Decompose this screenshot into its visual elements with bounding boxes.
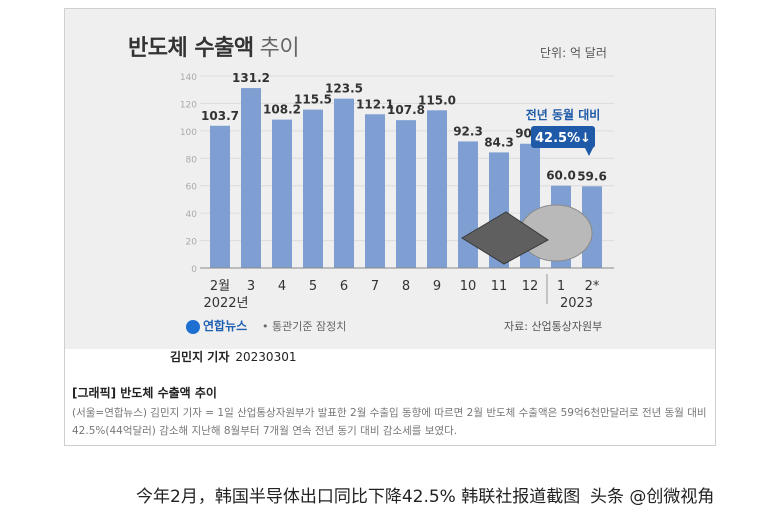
- data-label: 112.1: [356, 97, 394, 111]
- data-label: 115.0: [418, 93, 456, 107]
- reporter-date: 20230301: [235, 350, 297, 364]
- data-label: 84.3: [484, 135, 514, 149]
- data-label: 60.0: [546, 169, 576, 183]
- caption-body: (서울=연합뉴스) 김민지 기자 = 1일 산업통상자원부가 발표한 2월 수출…: [72, 407, 707, 437]
- y-tick-label: 80: [186, 155, 198, 165]
- x-tick-label: 3: [247, 279, 255, 294]
- data-label: 108.2: [263, 103, 301, 117]
- year-label-2022: 2022년: [203, 296, 248, 311]
- year-label-2023: 2023: [560, 296, 593, 311]
- y-tick-label: 100: [180, 128, 197, 138]
- x-tick-label: 5: [309, 279, 317, 294]
- y-tick-label: 20: [186, 238, 198, 248]
- bar-chart: 020406080100120140103.72월131.23108.24115…: [180, 71, 614, 311]
- bar: [365, 114, 385, 269]
- footer-caption: 今年2月，韩国半导体出口同比下降42.5% 韩联社报道截图: [136, 487, 581, 507]
- data-label: 123.5: [325, 82, 363, 96]
- y-tick-label: 120: [180, 100, 197, 110]
- annotation-value: 42.5%↓: [535, 131, 591, 146]
- chart-title: 반도체 수출액 추이: [128, 36, 300, 61]
- x-tick-label: 2*: [585, 279, 600, 294]
- data-label: 107.8: [387, 103, 425, 117]
- y-tick-label: 0: [191, 265, 197, 275]
- annotation-pointer: [585, 148, 593, 156]
- bar: [272, 119, 292, 269]
- annotation-box: [531, 126, 595, 148]
- bar: [427, 110, 447, 269]
- bar: [334, 98, 354, 268]
- reporter-line: 김민지 기자 20230301: [170, 348, 296, 365]
- caption-heading: [그래픽] 반도체 수출액 추이: [72, 386, 217, 400]
- data-label: 131.2: [232, 71, 270, 85]
- x-tick-label: 2월: [210, 279, 230, 294]
- data-label: 92.3: [453, 124, 483, 138]
- unit-label: 단위: 억 달러: [540, 46, 607, 60]
- chart-area: [65, 9, 715, 349]
- yonhap-logo: 연합뉴스: [186, 317, 247, 334]
- x-tick-label: 9: [433, 279, 441, 294]
- bar: [396, 120, 416, 268]
- watermark: 头条 @创微视角: [590, 487, 715, 507]
- x-tick-label: 8: [402, 279, 410, 294]
- y-tick-label: 60: [186, 183, 198, 193]
- source-note: 자료: 산업통상자원부: [504, 320, 603, 333]
- basis-note: • 통관기준 잠정치: [262, 320, 347, 333]
- wafer-illustration: [461, 204, 593, 265]
- x-tick-label: 4: [278, 279, 286, 294]
- bar: [210, 125, 230, 268]
- x-tick-label: 12: [522, 279, 539, 294]
- data-label: 115.5: [294, 93, 332, 107]
- infographic-card: [64, 8, 716, 446]
- chart-title-suffix: 추이: [259, 36, 300, 61]
- x-tick-label: 10: [460, 279, 477, 294]
- x-tick-label: 1: [557, 279, 565, 294]
- y-tick-label: 40: [186, 210, 198, 220]
- reporter-name: 김민지 기자: [170, 350, 230, 364]
- x-tick-label: 11: [491, 279, 508, 294]
- y-tick-label: 140: [180, 73, 197, 83]
- chip-square: [461, 211, 549, 265]
- bar: [241, 88, 261, 268]
- data-label: 103.7: [201, 109, 239, 123]
- annotation-label: 전년 동월 대비: [526, 107, 601, 122]
- logo-icon: [186, 319, 200, 334]
- data-label: 59.6: [577, 169, 607, 183]
- x-tick-label: 7: [371, 279, 379, 294]
- bar: [458, 141, 478, 268]
- x-tick-label: 6: [340, 279, 348, 294]
- bar: [303, 109, 323, 268]
